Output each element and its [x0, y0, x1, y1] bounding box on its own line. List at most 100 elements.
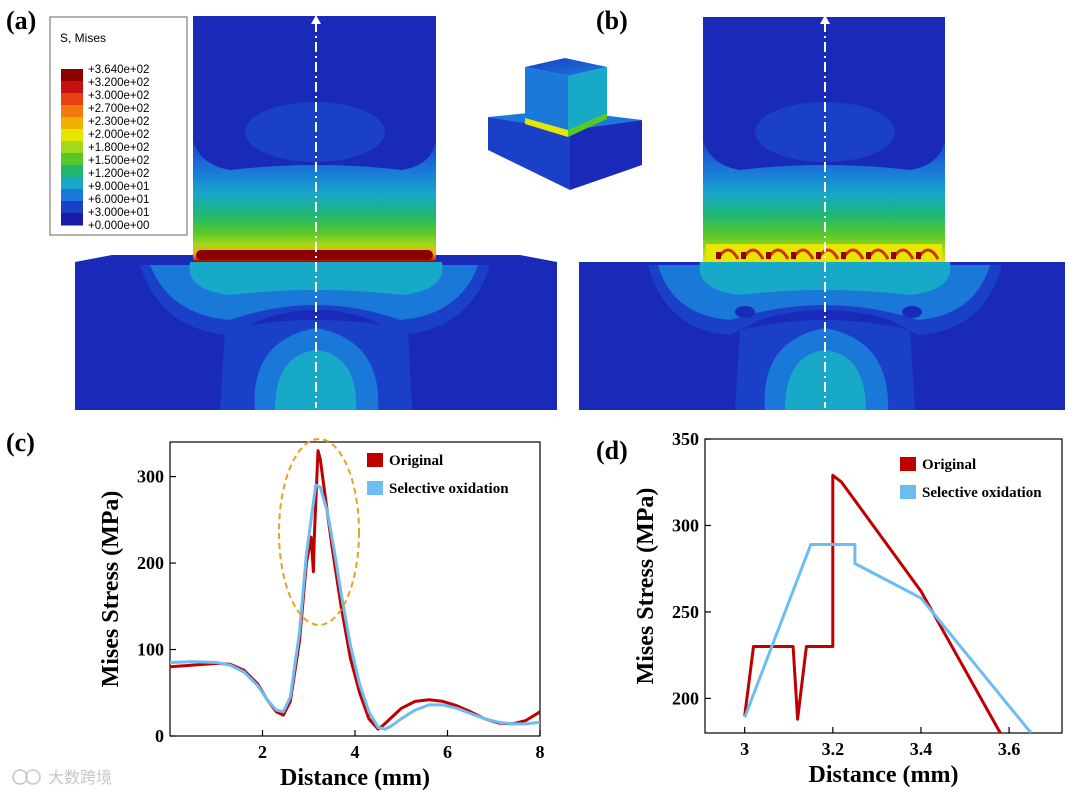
y-tick-label: 200: [672, 688, 699, 708]
x-axis-label: Distance (mm): [280, 765, 430, 791]
panel-a: (a) S, Mises +3.640e+02+3.200e+02+3.000e…: [6, 6, 557, 410]
fem-contour-b5: [785, 350, 866, 410]
oxide-bump-peak: [841, 252, 846, 259]
oxide-bump-peak: [866, 252, 871, 259]
watermark-icon: [12, 769, 28, 785]
legend-swatch: [900, 457, 916, 471]
oxide-bump-peak: [891, 252, 896, 259]
fem-peak-band-a: [196, 250, 433, 260]
colorbar-label: +1.200e+02: [88, 168, 149, 180]
fem-contour-a5: [275, 350, 357, 410]
colorbar-swatch: [61, 105, 83, 118]
panel-label-c: (c): [6, 428, 35, 457]
colorbar-swatch: [61, 189, 83, 202]
x-tick-label: 3.2: [822, 739, 845, 759]
inset-cube-top: [525, 58, 607, 76]
y-tick-label: 100: [137, 640, 164, 660]
plot-frame: [704, 438, 1063, 734]
colorbar-label: +3.000e+01: [88, 207, 149, 219]
colorbar-label: +2.000e+02: [88, 129, 149, 141]
panel-b: (b): [579, 6, 1065, 410]
colorbar-swatch: [61, 201, 83, 214]
watermark: 大数跨境: [12, 768, 112, 787]
colorbar: S, Mises +3.640e+02+3.200e+02+3.000e+02+…: [49, 16, 188, 236]
y-axis-label: Mises Stress (MPa): [633, 488, 659, 685]
colorbar-swatch: [61, 165, 83, 178]
colorbar-label: +0.000e+00: [88, 220, 149, 232]
series-line-selective-oxidation: [170, 483, 540, 731]
series-line-selective-oxidation: [743, 543, 1033, 733]
y-tick-label: 300: [672, 515, 699, 535]
colorbar-swatch: [61, 117, 83, 130]
inset-cube-left: [525, 67, 568, 136]
colorbar-labels: +3.640e+02+3.200e+02+3.000e+02+2.700e+02…: [88, 64, 149, 232]
colorbar-swatch: [61, 141, 83, 154]
x-tick-label: 8: [536, 742, 545, 762]
oxide-bump-peak: [766, 252, 771, 259]
fem-contour-a6: [189, 262, 443, 295]
fem-void-left-b: [735, 306, 755, 318]
centerline-arrow-a: [311, 15, 321, 24]
colorbar-label: +1.800e+02: [88, 142, 149, 154]
colorbar-label: +3.200e+02: [88, 77, 149, 89]
colorbar-swatch: [61, 69, 83, 82]
colorbar-label: +2.700e+02: [88, 103, 149, 115]
x-axis-label: Distance (mm): [809, 762, 959, 788]
legend-swatch: [900, 485, 916, 499]
peak-highlight-ellipse: [278, 438, 360, 626]
series-line-original: [743, 473, 1002, 733]
colorbar-swatch: [61, 153, 83, 166]
legend-swatch: [367, 453, 383, 467]
y-tick-label: 200: [137, 553, 164, 573]
x-tick-label: 2: [258, 742, 267, 762]
x-tick-label: 4: [351, 742, 360, 762]
chart-c: 2 4 6 8 0 100 200 300 Distance (mm) Mises Stress …: [98, 441, 545, 791]
panel-label-d: (d): [596, 436, 628, 465]
x-tick-label: 3.6: [998, 739, 1021, 759]
oxide-bump-peak: [916, 252, 921, 259]
colorbar-swatch: [61, 177, 83, 190]
panel-label-b: (b): [596, 6, 628, 35]
legend-label: Original: [922, 457, 976, 473]
colorbar-label: +3.000e+02: [88, 90, 149, 102]
colorbar-label: +3.640e+02: [88, 64, 149, 76]
inset-base-left: [488, 117, 570, 190]
legend-label: Selective oxidation: [922, 485, 1042, 501]
chart-d: 3 3.2 3.4 3.6 200 250 300 350 Distance (mm) Mises…: [633, 429, 1063, 788]
fem-contour-b6: [699, 262, 951, 295]
x-tick-label: 3: [740, 739, 749, 759]
fem-stress-band-b: [703, 140, 945, 262]
x-tick-label: 6: [443, 742, 452, 762]
colorbar-swatch: [61, 129, 83, 142]
y-axis-label: Mises Stress (MPa): [98, 491, 124, 688]
y-tick-label: 300: [137, 467, 164, 487]
y-tick-label: 0: [155, 726, 164, 746]
colorbar-label: +6.000e+01: [88, 194, 149, 206]
legend-label: Original: [389, 453, 443, 469]
colorbar-label: +9.000e+01: [88, 181, 149, 193]
oxide-bump-peak: [741, 252, 746, 259]
oxide-bump-peak: [816, 252, 821, 259]
centerline-arrow-b: [820, 15, 830, 24]
colorbar-swatch: [61, 81, 83, 94]
colorbar-title: S, Mises: [60, 31, 106, 45]
colorbar-swatch: [61, 213, 83, 226]
x-tick-label: 3.4: [910, 739, 933, 759]
colorbar-label: +1.500e+02: [88, 155, 149, 167]
legend-label: Selective oxidation: [389, 481, 509, 497]
inset-3d-model: [488, 58, 642, 190]
panel-c: (c) 2 4 6 8 0 100 200 300 Distance (mm) Mises Str…: [6, 428, 545, 791]
legend-swatch: [367, 481, 383, 495]
y-tick-label: 350: [672, 429, 699, 449]
inset-base-right: [570, 120, 642, 190]
watermark-text: 大数跨境: [48, 768, 112, 787]
watermark-icon-2: [25, 769, 41, 785]
inset-cube-band-right: [568, 113, 607, 137]
panel-d: (d) 3 3.2 3.4 3.6 200 250 300 350 Distance (mm) M…: [596, 429, 1063, 788]
panel-label-a: (a): [6, 6, 36, 35]
colorbar-label: +2.300e+02: [88, 116, 149, 128]
fem-void-right-b: [902, 306, 922, 318]
y-tick-label: 250: [672, 602, 699, 622]
fem-stress-band-a: [193, 140, 436, 262]
